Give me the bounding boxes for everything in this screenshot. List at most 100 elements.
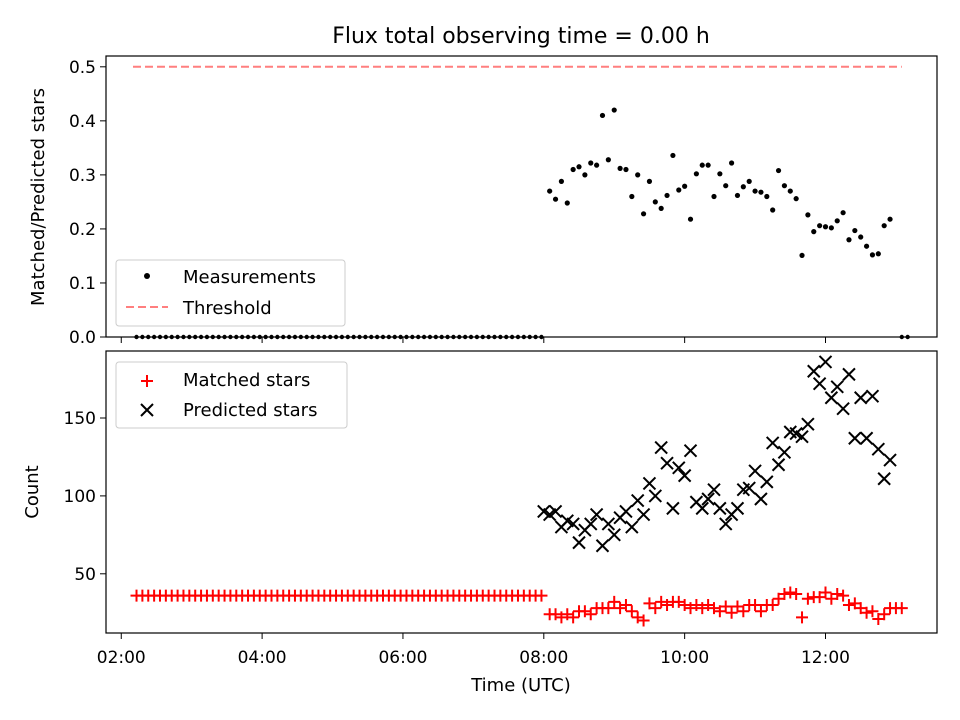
measurement-point: [664, 192, 670, 199]
measurement-point: [594, 162, 600, 168]
bottom-x-axis-ticks: 02:00 04:00 06:00 08:00 10:00 12:00: [97, 633, 850, 668]
predicted-star-point: [865, 389, 880, 403]
legend-predicted-label: Predicted stars: [183, 400, 317, 421]
predicted-star-point: [695, 501, 709, 516]
predicted-star-point: [607, 528, 621, 542]
matched-star-point: [866, 605, 879, 618]
y-tick-label: 150: [64, 409, 96, 429]
top-legend-box: [115, 259, 346, 327]
matched-star-point: [584, 608, 597, 621]
x-tick-label: 06:00: [378, 648, 427, 668]
measurement-point: [869, 252, 876, 258]
measurement-point: [658, 205, 664, 211]
measurement-point: [682, 183, 688, 189]
predicted-star-point: [713, 501, 727, 516]
x-tick-label: 04:00: [238, 648, 287, 668]
predicted-star-point: [595, 539, 610, 553]
x-tick-label: 08:00: [519, 648, 568, 668]
y-tick-label: 0.3: [69, 166, 96, 186]
measurement-point: [734, 192, 741, 199]
measurement-point: [588, 160, 594, 166]
matched-star-point: [625, 605, 638, 618]
measurement-point: [705, 162, 711, 168]
legend-measurements-marker: [144, 273, 150, 279]
predicted-star-point: [683, 444, 698, 458]
predicted-star-point: [572, 535, 586, 550]
predicted-star-point: [548, 504, 563, 519]
measurement-point: [817, 223, 823, 229]
predicted-stars-series: [537, 355, 897, 553]
predicted-star-point: [666, 501, 680, 516]
measurement-point: [599, 112, 606, 119]
measurement-point: [547, 188, 553, 194]
predicted-star-point: [642, 476, 657, 491]
predicted-star-point: [630, 493, 645, 508]
predicted-star-point: [648, 489, 663, 503]
chart-title: Flux total observing time = 0.00 h: [332, 24, 710, 49]
predicted-star-point: [701, 492, 715, 506]
matched-star-point: [801, 592, 814, 605]
matched-star-point: [784, 586, 797, 599]
measurement-point: [570, 166, 576, 173]
measurement-point: [717, 171, 723, 177]
matched-star-point: [860, 606, 873, 619]
predicted-star-point: [818, 355, 833, 369]
bottom-legend: Matched stars Predicted stars: [115, 361, 348, 429]
predicted-star-point: [619, 504, 633, 519]
predicted-star-point: [830, 380, 844, 394]
predicted-star-point: [748, 464, 762, 478]
measurement-point: [781, 183, 788, 189]
predicted-star-point: [771, 458, 786, 472]
legend-threshold-label: Threshold: [182, 298, 272, 319]
measurement-point: [623, 166, 629, 173]
y-tick-label: 0.2: [69, 220, 96, 240]
predicted-star-point: [812, 377, 827, 391]
bottom-y-axis-ticks: 50 100 150: [64, 409, 106, 585]
measurement-point: [775, 167, 782, 174]
predicted-star-point: [677, 468, 692, 483]
legend-predicted-marker: [140, 403, 154, 417]
measurement-point: [605, 157, 611, 163]
measurement-point: [764, 193, 770, 200]
measurement-point: [752, 188, 758, 194]
top-panel: 0.0 0.1 0.2 0.3 0.4 0.5 Matched/Predicted sta…: [28, 55, 938, 348]
measurement-point: [758, 189, 764, 195]
matched-star-point: [819, 586, 832, 599]
y-tick-label: 0.5: [69, 58, 96, 78]
matched-star-point: [749, 598, 762, 611]
x-tick-label: 12:00: [801, 648, 850, 668]
bottom-y-axis-label: Count: [22, 465, 43, 518]
measurement-point: [852, 227, 858, 234]
predicted-star-point: [842, 367, 856, 382]
measurement-point: [693, 171, 699, 177]
measurement-point: [863, 243, 870, 249]
matched-star-point: [719, 600, 732, 613]
matched-star-point: [567, 611, 580, 624]
bottom-plot-frame: [105, 350, 938, 634]
matched-star-point: [878, 608, 891, 621]
predicted-star-point: [836, 401, 850, 416]
measurement-point: [629, 193, 635, 200]
predicted-star-point: [636, 507, 651, 522]
matched-star-point: [796, 611, 809, 624]
measurement-point: [699, 162, 705, 168]
measurement-point: [676, 187, 682, 193]
measurement-point: [840, 210, 846, 216]
measurement-point: [881, 223, 887, 229]
top-y-axis-ticks: 0.0 0.1 0.2 0.3 0.4 0.5: [69, 58, 106, 348]
predicted-star-point: [601, 517, 616, 531]
measurement-point: [617, 165, 623, 171]
top-legend: Measurements Threshold: [115, 259, 346, 327]
legend-matched-marker: [141, 375, 153, 387]
measurement-point: [740, 184, 746, 190]
measurement-point: [687, 216, 694, 222]
x-tick-label: 02:00: [97, 648, 146, 668]
predicted-star-point: [848, 431, 862, 445]
predicted-star-point: [760, 475, 774, 489]
matched-star-point: [535, 589, 548, 602]
predicted-star-point: [584, 517, 598, 531]
measurement-point: [640, 211, 647, 217]
measurement-point: [828, 225, 834, 231]
matched-star-point: [831, 588, 844, 601]
